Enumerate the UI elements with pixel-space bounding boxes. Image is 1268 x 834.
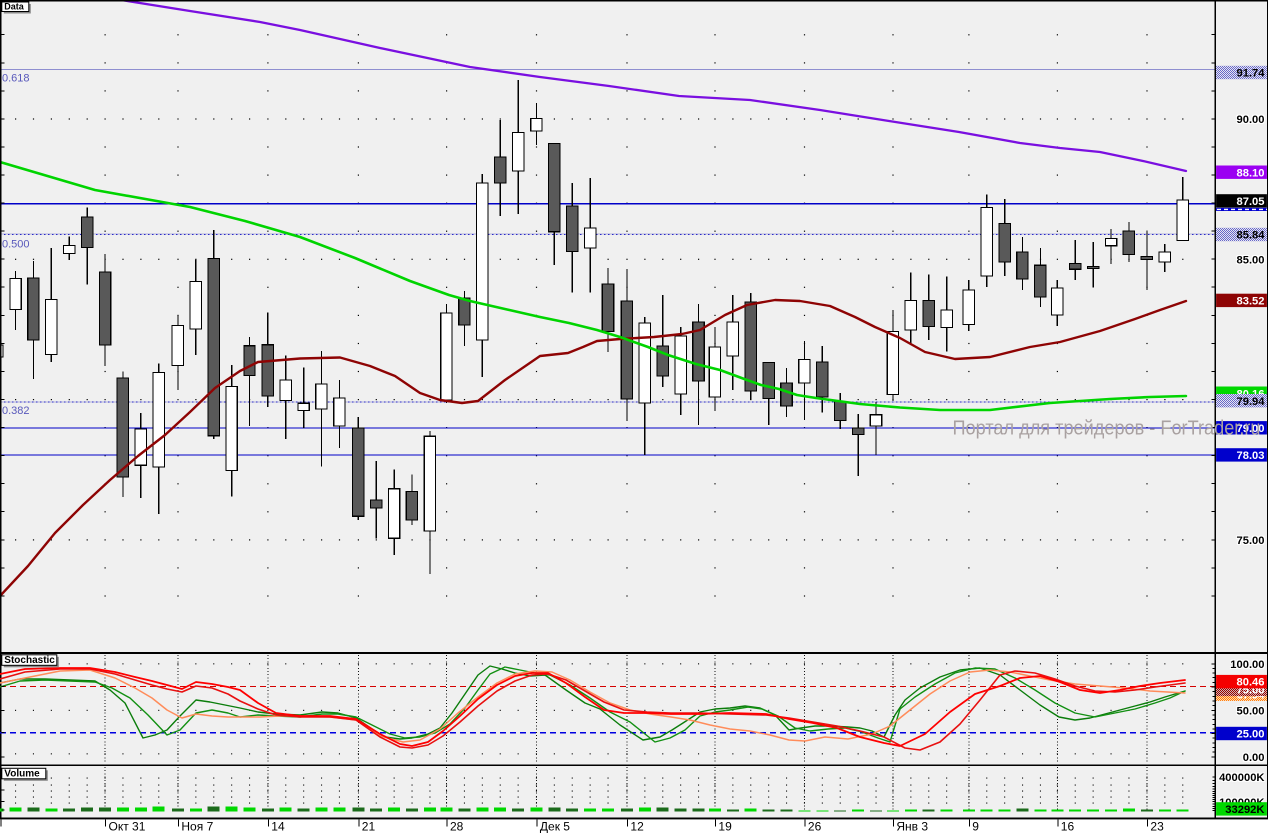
svg-text:Янв 3: Янв 3 <box>896 820 928 834</box>
svg-text:Data: Data <box>4 1 25 11</box>
svg-text:Ноя 7: Ноя 7 <box>181 820 213 834</box>
svg-text:100.00: 100.00 <box>1230 659 1264 671</box>
svg-text:9: 9 <box>972 820 979 834</box>
svg-text:0.382: 0.382 <box>2 405 30 417</box>
svg-text:85.84: 85.84 <box>1237 230 1266 242</box>
svg-text:87.05: 87.05 <box>1237 196 1265 208</box>
svg-text:88.10: 88.10 <box>1237 167 1265 179</box>
svg-text:Окт 31: Окт 31 <box>109 820 146 834</box>
svg-text:0.618: 0.618 <box>2 73 30 85</box>
svg-text:78.03: 78.03 <box>1237 450 1265 462</box>
svg-text:79.00: 79.00 <box>1237 423 1265 435</box>
svg-text:12: 12 <box>630 820 644 834</box>
svg-text:16: 16 <box>1061 820 1075 834</box>
svg-text:23: 23 <box>1150 820 1164 834</box>
svg-text:21: 21 <box>362 820 376 834</box>
svg-text:91.74: 91.74 <box>1237 68 1266 80</box>
svg-text:50.00: 50.00 <box>1237 705 1265 717</box>
svg-text:79.94: 79.94 <box>1237 396 1266 408</box>
svg-text:Дек 5: Дек 5 <box>540 820 570 834</box>
svg-text:14: 14 <box>271 820 285 834</box>
svg-text:400000K: 400000K <box>1219 772 1264 784</box>
svg-text:19: 19 <box>718 820 732 834</box>
svg-text:75.00: 75.00 <box>1237 535 1265 547</box>
svg-text:90.00: 90.00 <box>1237 114 1265 126</box>
svg-text:26: 26 <box>808 820 822 834</box>
svg-text:Портал для трейдеров - ForTrad: Портал для трейдеров - ForTrader.ru <box>953 418 1261 440</box>
svg-text:83.52: 83.52 <box>1237 296 1265 308</box>
svg-text:85.00: 85.00 <box>1237 254 1265 266</box>
svg-text:80.46: 80.46 <box>1237 677 1265 689</box>
svg-text:Volume: Volume <box>4 769 40 780</box>
svg-text:25.00: 25.00 <box>1237 729 1265 741</box>
svg-text:28: 28 <box>450 820 464 834</box>
svg-text:0.00: 0.00 <box>1243 752 1265 764</box>
svg-text:33292K: 33292K <box>1225 804 1264 816</box>
svg-text:0.500: 0.500 <box>2 239 30 251</box>
svg-text:Stochastic: Stochastic <box>4 655 55 666</box>
